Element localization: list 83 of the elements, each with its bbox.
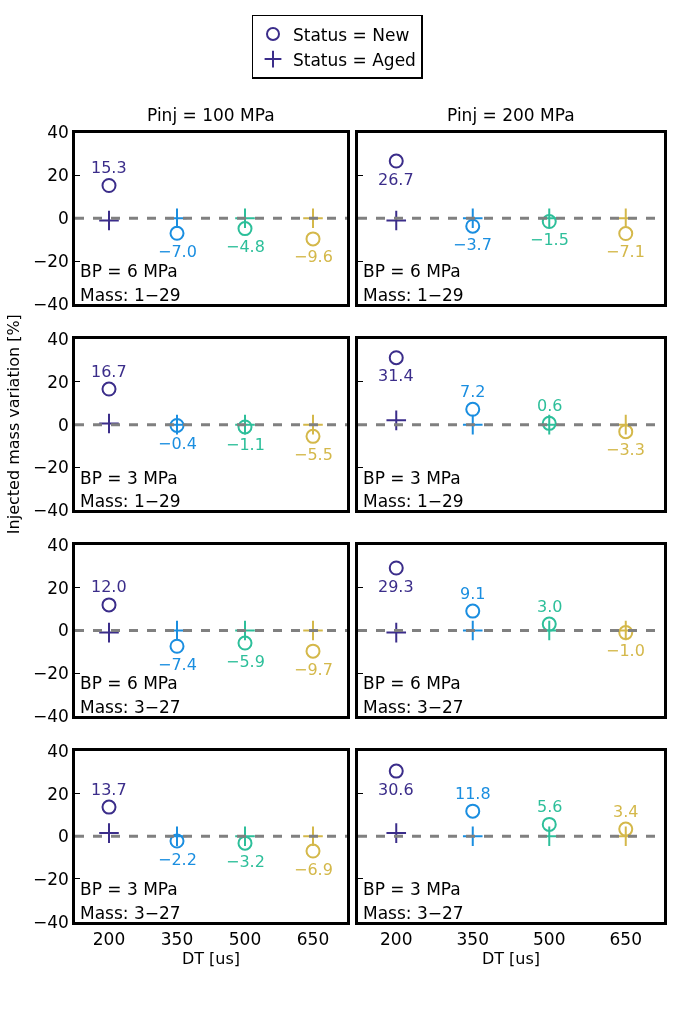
annotation: Mass: 3−27: [363, 697, 464, 717]
y-tick-label: 0: [58, 620, 69, 641]
data-label: −5.9: [226, 652, 265, 671]
y-tick-label: 20: [47, 577, 69, 598]
data-label: 16.7: [91, 362, 127, 381]
data-label: −7.1: [606, 242, 645, 261]
data-label: 0.6: [537, 396, 563, 415]
data-label: −6.9: [294, 860, 333, 879]
annotation: Mass: 1−29: [80, 491, 181, 511]
annotation: Mass: 3−27: [363, 903, 464, 923]
data-label: 9.1: [460, 584, 486, 603]
x-tick-label: 650: [609, 928, 642, 949]
data-label: −4.8: [226, 237, 265, 256]
annotation: BP = 3 MPa: [80, 468, 178, 488]
y-tick-label: 20: [47, 783, 69, 804]
x-tick-label: 500: [228, 928, 262, 949]
annotation: Mass: 3−27: [80, 697, 181, 717]
data-label: −3.2: [226, 852, 265, 871]
data-label: 31.4: [378, 366, 414, 385]
annotation: BP = 3 MPa: [363, 468, 461, 488]
annotation: Mass: 1−29: [363, 285, 464, 305]
legend-label: Status = New: [293, 24, 410, 45]
x-tick-label: 500: [533, 928, 566, 949]
y-tick-label: 40: [47, 329, 69, 350]
y-tick-label: 0: [58, 414, 69, 435]
x-axis-title: DT [us]: [181, 948, 241, 968]
annotation: BP = 6 MPa: [363, 673, 461, 693]
data-label: −3.7: [453, 235, 492, 254]
y-tick-label: 40: [47, 535, 69, 556]
data-label: −7.0: [158, 242, 197, 261]
data-label: 7.2: [460, 382, 486, 401]
y-tick-label: 40: [47, 122, 69, 143]
x-tick-label: 200: [92, 928, 126, 949]
annotation: BP = 3 MPa: [80, 879, 178, 899]
y-tick-label: 20: [47, 371, 69, 392]
y-tick-label: −20: [32, 457, 69, 478]
y-tick-label: −20: [32, 251, 69, 272]
data-label: −9.6: [294, 247, 333, 266]
y-tick-label: 20: [47, 165, 69, 186]
y-tick-label: −20: [32, 663, 69, 684]
data-label: 11.8: [455, 784, 491, 803]
data-label: −3.3: [606, 440, 645, 459]
annotation: BP = 6 MPa: [80, 673, 178, 693]
data-label: 26.7: [378, 170, 414, 189]
data-label: −0.4: [158, 434, 197, 453]
data-label: −2.2: [158, 850, 197, 869]
y-tick-label: −40: [32, 499, 69, 520]
data-label: 3.0: [537, 597, 563, 616]
chart-title: Pinj = 200 MPa: [447, 105, 575, 125]
data-label: −5.5: [294, 445, 333, 464]
x-axis-title: DT [us]: [481, 948, 541, 968]
data-label: −1.1: [226, 435, 265, 454]
data-label: −9.7: [294, 660, 333, 679]
x-tick-label: 350: [160, 928, 194, 949]
chart-title: Pinj = 100 MPa: [147, 105, 275, 125]
x-tick-label: 350: [456, 928, 489, 949]
y-axis-title: Injected mass variation [%]: [3, 314, 23, 535]
data-label: 15.3: [91, 158, 127, 177]
data-label: −7.4: [158, 655, 197, 674]
data-label: 30.6: [378, 780, 414, 799]
data-label: 13.7: [91, 780, 127, 799]
y-tick-label: 0: [58, 208, 69, 229]
data-label: 5.6: [537, 797, 563, 816]
y-tick-label: 40: [47, 740, 69, 761]
y-tick-label: −20: [32, 868, 69, 889]
annotation: Mass: 3−27: [80, 903, 181, 923]
annotation: Mass: 1−29: [80, 285, 181, 305]
data-label: 29.3: [378, 577, 414, 596]
annotation: BP = 6 MPa: [363, 261, 461, 281]
data-label: 3.4: [613, 802, 639, 821]
y-tick-label: −40: [32, 705, 69, 726]
y-tick-label: 0: [58, 826, 69, 847]
annotation: Mass: 1−29: [363, 491, 464, 511]
y-tick-label: −40: [32, 911, 69, 932]
annotation: BP = 3 MPa: [363, 879, 461, 899]
legend-label: Status = Aged: [293, 49, 416, 70]
data-label: −1.0: [606, 641, 645, 660]
annotation: BP = 6 MPa: [80, 261, 178, 281]
x-tick-label: 200: [380, 928, 413, 949]
data-label: −1.5: [530, 230, 569, 249]
data-label: 12.0: [91, 577, 127, 596]
y-tick-label: −40: [32, 294, 69, 315]
x-tick-label: 650: [296, 928, 330, 949]
